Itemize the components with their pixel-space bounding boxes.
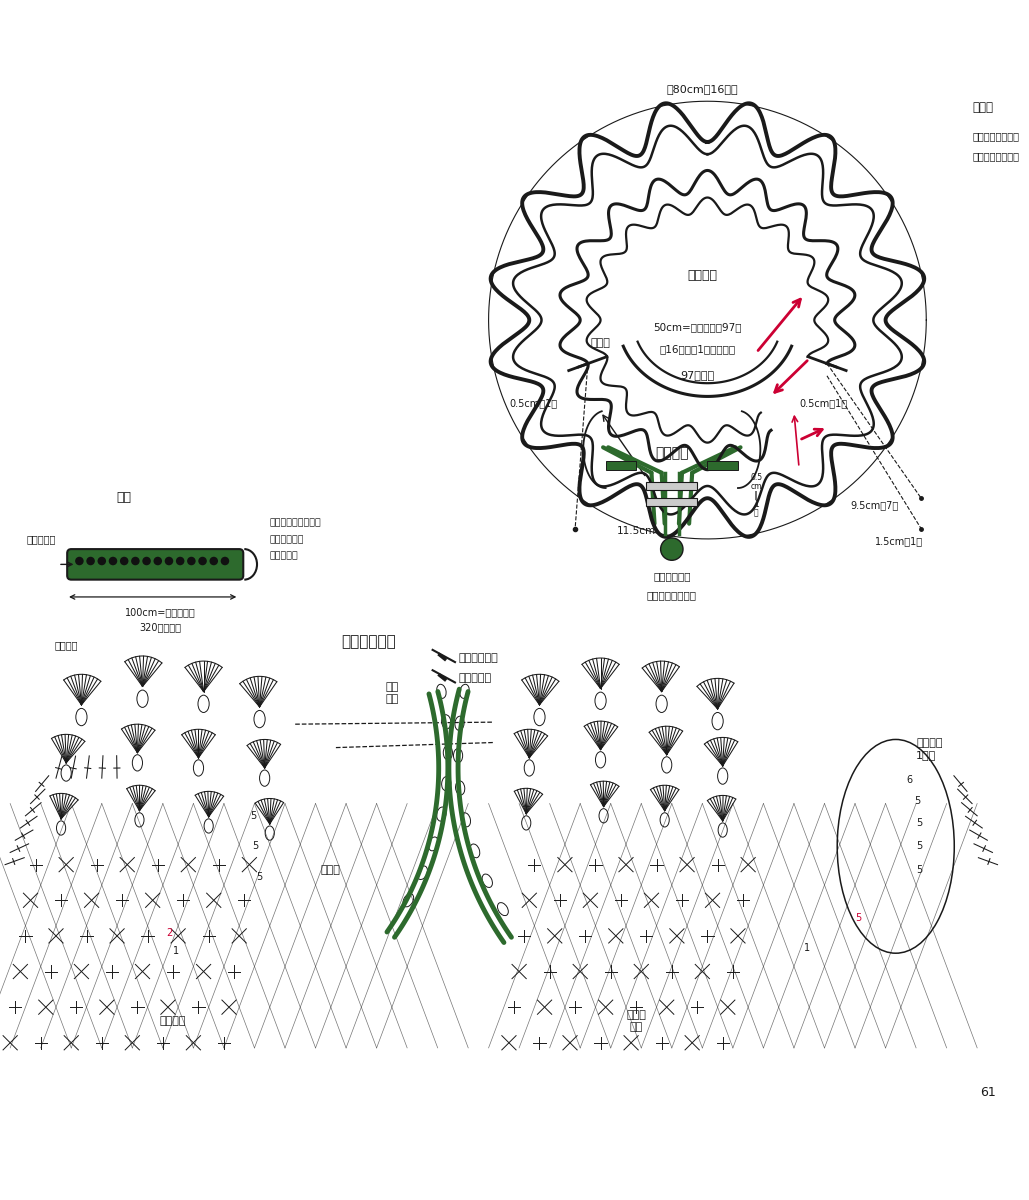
Text: ひも: ひも xyxy=(116,491,131,504)
Text: 5: 5 xyxy=(916,818,922,828)
Text: 約80cm＝16模様: 約80cm＝16模様 xyxy=(667,84,738,94)
Text: 100cm=くさりあみ: 100cm=くさりあみ xyxy=(125,607,196,617)
Text: ひもを
通す: ひもを 通す xyxy=(627,1010,646,1032)
Bar xyxy=(606,461,636,469)
Text: あみ始め: あみ始め xyxy=(159,1016,186,1026)
Circle shape xyxy=(153,557,162,565)
Text: 模様あみ
1模様: 模様あみ 1模様 xyxy=(916,738,943,760)
Text: ひもを通し、: ひもを通し、 xyxy=(653,571,690,582)
Text: 5: 5 xyxy=(250,811,256,821)
Text: 縁あみ: 縁あみ xyxy=(591,337,611,348)
Text: 1: 1 xyxy=(173,947,179,956)
Circle shape xyxy=(210,557,218,565)
Circle shape xyxy=(176,557,184,565)
Circle shape xyxy=(120,557,129,565)
Text: ＝糸をつける: ＝糸をつける xyxy=(458,653,498,664)
Text: あみ方記号図: あみ方記号図 xyxy=(341,634,396,649)
Text: ＝糸を切る: ＝糸を切る xyxy=(458,673,491,683)
Text: 端をひと結びする: 端をひと結びする xyxy=(647,590,697,600)
Text: 0.5cm＝1段: 0.5cm＝1段 xyxy=(800,398,847,409)
Bar xyxy=(707,461,738,469)
Text: 縁あみ: 縁あみ xyxy=(321,865,341,875)
Text: 5: 5 xyxy=(252,841,258,851)
Text: 5: 5 xyxy=(916,841,922,851)
Text: 5: 5 xyxy=(914,796,920,805)
Text: 5: 5 xyxy=(916,865,922,875)
Text: 0.5cm＝1段: 0.5cm＝1段 xyxy=(509,398,557,409)
Circle shape xyxy=(131,557,140,565)
Circle shape xyxy=(165,557,173,565)
Text: 320目作り目: 320目作り目 xyxy=(139,623,181,632)
Text: 山に引き抜き: 山に引き抜き xyxy=(270,535,305,544)
Text: くさりあみの裏側の: くさりあみの裏側の xyxy=(270,518,321,528)
Text: あみをあむ: あみをあむ xyxy=(270,551,298,560)
Text: あみ終わり: あみ終わり xyxy=(27,534,56,544)
Text: 模様
あみ: 模様 あみ xyxy=(385,682,398,703)
Text: 11.5cm: 11.5cm xyxy=(616,526,655,536)
Circle shape xyxy=(142,557,151,565)
Circle shape xyxy=(187,557,196,565)
Circle shape xyxy=(220,557,229,565)
Text: 61: 61 xyxy=(980,1086,995,1099)
Text: あみ方記号図参照: あみ方記号図参照 xyxy=(972,151,1019,161)
Text: 1: 1 xyxy=(804,943,810,953)
Text: 縁あみ: 縁あみ xyxy=(972,102,993,114)
Text: あみ始め: あみ始め xyxy=(55,640,78,650)
Text: 縁あみの拾い目は: 縁あみの拾い目は xyxy=(972,131,1019,140)
Circle shape xyxy=(109,557,117,565)
Circle shape xyxy=(661,538,683,560)
Bar xyxy=(646,482,698,490)
Text: 50cm=くさりあみ97目: 50cm=くさりあみ97目 xyxy=(653,323,742,332)
Bar xyxy=(646,498,698,506)
Text: 9.5cm＝7段: 9.5cm＝7段 xyxy=(850,500,898,510)
Text: 1.5cm＝1段: 1.5cm＝1段 xyxy=(876,536,923,546)
FancyBboxPatch shape xyxy=(67,550,243,580)
Circle shape xyxy=(98,557,106,565)
Text: 97目拾う: 97目拾う xyxy=(680,370,714,380)
Text: 仕上げ方: 仕上げ方 xyxy=(655,446,688,461)
Text: （16模様＋1目）作り目: （16模様＋1目）作り目 xyxy=(660,344,736,355)
Circle shape xyxy=(199,557,207,565)
Text: 6: 6 xyxy=(906,775,912,785)
Text: 5: 5 xyxy=(256,872,262,882)
Text: 5: 5 xyxy=(855,913,861,923)
Circle shape xyxy=(75,557,83,565)
Text: 2: 2 xyxy=(166,928,172,938)
Circle shape xyxy=(86,557,95,565)
Text: 模様あみ: 模様あみ xyxy=(687,269,717,282)
Text: 0.5
cm
‖
1
段: 0.5 cm ‖ 1 段 xyxy=(750,473,762,517)
